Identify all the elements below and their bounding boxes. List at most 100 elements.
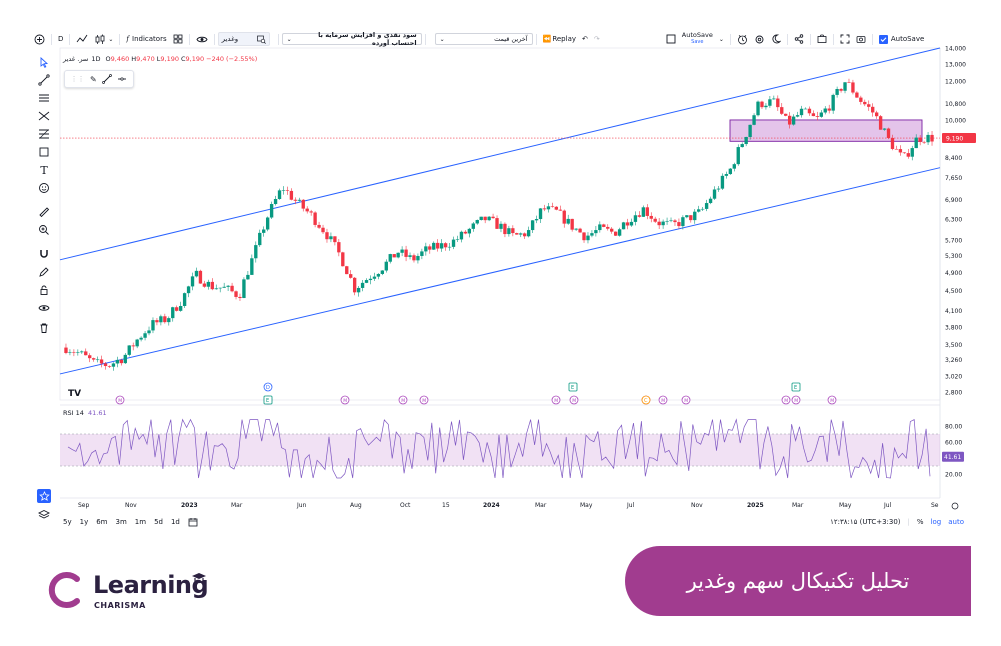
autosave-menu-button[interactable]: ⌄	[716, 32, 727, 46]
trend-line-icon	[38, 74, 50, 86]
horizontal-lines-tool[interactable]	[37, 91, 51, 105]
candle	[807, 108, 812, 114]
indicators-button[interactable]: f Indicators	[123, 32, 169, 46]
symbol-compare-button[interactable]: وغدیر	[217, 32, 270, 46]
candle	[780, 107, 784, 114]
tradingview-logo: TV	[68, 389, 81, 399]
range-1y[interactable]: 1y	[79, 518, 89, 526]
candle	[297, 199, 301, 201]
candle	[882, 128, 887, 130]
line-tool-icon[interactable]	[102, 74, 112, 84]
autosave-toggle[interactable]: AutoSave	[876, 32, 927, 46]
redo-button[interactable]: ↷	[591, 32, 603, 46]
range-5d[interactable]: 5d	[154, 518, 163, 526]
divider	[424, 33, 426, 45]
add-symbol-button[interactable]	[31, 32, 48, 46]
clock-timezone[interactable]: ۱۲:۳۸:۱۵ (UTC+3:30)	[830, 518, 901, 526]
share-button[interactable]	[791, 32, 807, 46]
fib-tool[interactable]	[37, 127, 51, 141]
legend-close-value: 9,190	[185, 55, 205, 63]
legend-symbol[interactable]: سر. غدیر	[63, 55, 89, 63]
object-tree-tool[interactable]	[37, 508, 51, 522]
magnet-tool[interactable]	[37, 247, 51, 261]
undo-button[interactable]: ↶	[579, 32, 591, 46]
horizontal-ray-icon[interactable]	[117, 74, 127, 84]
fullscreen-button[interactable]	[837, 32, 853, 46]
candle	[313, 212, 317, 225]
pitchfork-tool[interactable]	[37, 109, 51, 123]
price-axis-label: 10,800	[945, 101, 966, 108]
emoji-tool[interactable]	[37, 181, 51, 195]
autosave-sub-label: Save	[691, 39, 704, 45]
percent-toggle[interactable]: %	[916, 518, 924, 526]
autosave-button[interactable]: AutoSave Save	[679, 32, 716, 46]
stay-drawing-tool[interactable]	[37, 265, 51, 279]
interval-button[interactable]: D	[55, 32, 66, 46]
candle	[582, 232, 586, 241]
drag-handle-icon[interactable]: ⋮⋮	[70, 75, 85, 83]
chevron-down-icon: ⌄	[718, 35, 724, 43]
rectangle-tool[interactable]	[37, 145, 51, 159]
lock-drawings-tool[interactable]	[37, 283, 51, 297]
legend-open-value: 9,460	[110, 55, 130, 63]
price-source-select[interactable]: ⌄ آخرین قیمت	[434, 33, 533, 45]
hide-drawings-tool[interactable]	[37, 301, 51, 315]
log-toggle[interactable]: log	[930, 518, 942, 526]
zoom-tool[interactable]	[37, 223, 51, 237]
chart-style-candles-button[interactable]: ⌄	[91, 32, 116, 46]
zoom-in-icon	[39, 225, 49, 235]
range-1m[interactable]: 1m	[134, 518, 147, 526]
text-tool[interactable]: T	[37, 163, 51, 177]
snapshot-button[interactable]	[814, 32, 830, 46]
replay-label: Replay	[552, 35, 577, 43]
undo-icon: ↶	[582, 35, 588, 43]
range-6m[interactable]: 6m	[96, 518, 108, 526]
candle	[677, 222, 681, 227]
chart-style-line-button[interactable]	[73, 32, 91, 46]
snapshot-camera-button[interactable]	[853, 32, 869, 46]
time-axis-label: May	[580, 502, 593, 509]
alert-button[interactable]	[734, 32, 751, 46]
cursor-tool[interactable]	[37, 55, 51, 69]
candle	[594, 230, 598, 234]
visibility-button[interactable]	[193, 32, 211, 46]
moon-icon	[772, 34, 781, 44]
rsi-axis-label: 60.00	[945, 440, 962, 447]
range-5y[interactable]: 5y	[63, 518, 72, 526]
favorites-tool[interactable]	[37, 489, 51, 503]
candle	[412, 255, 416, 261]
bottom-status: ۱۲:۳۸:۱۵ (UTC+3:30) | % log auto	[830, 516, 964, 528]
candle	[526, 230, 531, 237]
candle	[380, 270, 385, 274]
time-axis-label: Jul	[883, 502, 892, 509]
price-axis-label: 5,700	[945, 238, 962, 245]
delete-drawings-tool[interactable]	[37, 321, 51, 335]
candle	[926, 134, 930, 143]
pen-tool-icon[interactable]: ✎	[89, 74, 97, 84]
candle	[167, 318, 171, 323]
auto-toggle[interactable]: auto	[948, 518, 964, 526]
replay-button[interactable]: ⏪ Replay	[540, 32, 579, 46]
range-3m[interactable]: 3m	[115, 518, 127, 526]
ruler-tool[interactable]	[37, 205, 51, 219]
time-axis-label: Aug	[350, 502, 362, 509]
trend-line-tool[interactable]	[37, 73, 51, 87]
divider	[729, 33, 731, 45]
settings-button[interactable]	[751, 32, 768, 46]
candle	[115, 359, 120, 364]
candle	[80, 351, 84, 353]
templates-button[interactable]	[170, 32, 186, 46]
candle	[871, 106, 875, 113]
candle	[467, 228, 472, 234]
layout-window-button[interactable]	[663, 32, 679, 46]
candle	[823, 108, 827, 113]
legend-open: O9,460	[105, 55, 130, 63]
layout-select[interactable]: ⌄ سود نقدی و افزایش سرمایه با احتساب آور…	[281, 31, 422, 47]
candle	[194, 270, 199, 277]
interval-label: D	[58, 35, 64, 43]
range-1d[interactable]: 1d	[170, 518, 180, 526]
theme-button[interactable]	[768, 32, 784, 46]
candle	[214, 288, 218, 290]
calendar-range-icon[interactable]	[188, 517, 198, 527]
